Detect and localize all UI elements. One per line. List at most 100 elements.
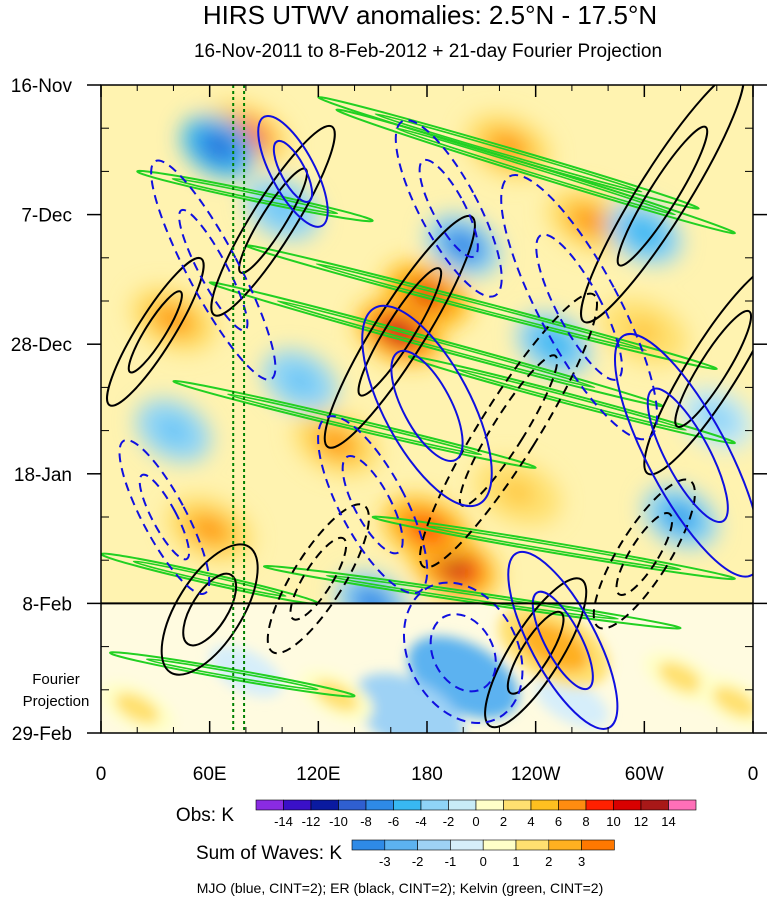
waves-colorbar-level-label: -2 (412, 854, 424, 869)
mjo-contour-outer (507, 550, 619, 730)
mjo-contour-inner (535, 233, 623, 381)
mjo-contour-outer (613, 332, 753, 578)
kelvin-band (172, 379, 537, 469)
obs-colorbar-swatch (283, 799, 312, 811)
y-axis: 16-Nov 7-Dec 28-Dec 18-Jan 8-Feb 29-Feb (11, 76, 767, 745)
obs-colorbar-swatch (448, 799, 477, 811)
obs-colorbar-swatch (640, 799, 669, 811)
mjo-contour-outer (257, 114, 329, 228)
obs-cold-core (289, 372, 312, 391)
obs-colorbar-label: Obs: K (176, 805, 234, 826)
mjo-contour-inner (178, 208, 249, 332)
obs-colorbar-swatch (613, 799, 642, 811)
x-tick-label: 180 (411, 764, 443, 785)
er-contour-inner (357, 267, 443, 397)
waves-colorbar-level-label: 2 (545, 854, 552, 869)
obs-colorbar-swatch (255, 799, 284, 811)
obs-colorbar-level-label: -14 (274, 814, 293, 829)
kelvin-contour-outer (407, 355, 736, 445)
waves-colorbar-level-label: -1 (445, 854, 457, 869)
kelvin-contour-inner (145, 658, 319, 691)
obs-colorbar-swatch (365, 799, 394, 811)
kelvin-contour-outer (262, 564, 682, 630)
projection-field (101, 603, 753, 733)
waves-colorbar-swatch (384, 839, 418, 851)
waves-colorbar-swatch (351, 839, 386, 851)
obs-warm-core (574, 209, 606, 232)
obs-colorbar-level-label: 14 (661, 814, 675, 829)
projection-core (549, 686, 594, 718)
kelvin-band (335, 108, 736, 235)
projection-label: Fourier Projection (23, 671, 90, 710)
kelvin-contour-inner (374, 113, 643, 193)
y-tick-label: 8-Feb (22, 594, 72, 615)
obs-colorbar-swatch (668, 799, 697, 811)
er-contour-group (592, 478, 696, 630)
mjo-contour-group (613, 332, 753, 578)
er-contour-inner (289, 536, 348, 621)
mjo-contour-outer (150, 159, 277, 381)
kelvin-contour-outer (172, 379, 537, 469)
plot-area (101, 85, 753, 733)
y-tick-label: 18-Jan (14, 465, 72, 486)
obs-colorbar-level-label: 2 (500, 814, 507, 829)
obs-colorbar-swatch (558, 799, 587, 811)
obs-colorbar-level-label: -12 (302, 814, 321, 829)
obs-cold-core (162, 421, 185, 440)
er-contours (106, 85, 753, 729)
er-contour-group (580, 85, 745, 324)
kelvin-contour-inner (171, 177, 339, 215)
projection-core (428, 652, 499, 703)
mjo-contour-group (150, 159, 277, 381)
y-tick-label: 28-Dec (11, 335, 72, 356)
waves-colorbar-level-label: 3 (578, 854, 585, 869)
obs-anomaly-field (129, 101, 753, 635)
er-contour-inner (615, 512, 674, 596)
kelvin-contour-inner (426, 525, 682, 571)
waves-colorbar: Sum of Waves: K -3 -2 -1 0 1 2 3 (196, 839, 615, 869)
obs-cold-core (705, 409, 728, 428)
obs-warm-core (321, 431, 352, 455)
kelvin-contour-inner (315, 263, 647, 352)
obs-colorbar-level-label: 8 (582, 814, 589, 829)
waves-colorbar-swatch (515, 839, 550, 851)
x-axis: 0 60E 120E 180 120W 60W 0 (96, 85, 758, 785)
mjo-contour-group (317, 415, 429, 595)
obs-colorbar-level-label: 10 (606, 814, 620, 829)
obs-colorbar-level-label: -4 (415, 814, 427, 829)
waves-colorbar-swatch (581, 839, 615, 851)
kelvin-contour-outer (335, 108, 736, 235)
obs-warm-core (502, 481, 533, 504)
er-contour-group (160, 543, 259, 676)
obs-field-blur-group (129, 101, 753, 635)
waves-colorbar-level-label: 0 (480, 854, 487, 869)
obs-colorbar-swatch (585, 799, 614, 811)
mjo-contour-group (500, 174, 659, 441)
x-tick-label: 120E (296, 764, 340, 785)
y-tick-label: 29-Feb (12, 724, 72, 745)
mjo-contour-outer (118, 439, 211, 595)
obs-warm-core (194, 518, 225, 541)
er-contour-inner (182, 572, 238, 647)
kelvin-band (371, 515, 736, 581)
waves-colorbar-swatch (417, 839, 451, 851)
er-contour-group (323, 214, 476, 449)
kelvin-band (262, 564, 682, 630)
mjo-contour-inner (646, 387, 729, 524)
er-contour-outer (210, 124, 336, 317)
y-tick-label: 7-Dec (21, 206, 72, 227)
mjo-contour-inner (390, 349, 464, 463)
er-contour-outer (592, 478, 696, 630)
x-tick-label: 60W (625, 764, 664, 785)
obs-colorbar-level-label: -8 (360, 814, 372, 829)
mjo-contour-inner (138, 473, 191, 561)
obs-colorbar-level-label: 0 (472, 814, 479, 829)
x-tick-label: 60E (193, 764, 227, 785)
er-contour-inner (506, 610, 565, 695)
obs-colorbar-swatch (338, 799, 367, 811)
obs-colorbar-swatch (503, 799, 532, 811)
er-contour-group (106, 256, 205, 407)
kelvin-band (407, 355, 736, 445)
mjo-contour-group (507, 550, 619, 730)
